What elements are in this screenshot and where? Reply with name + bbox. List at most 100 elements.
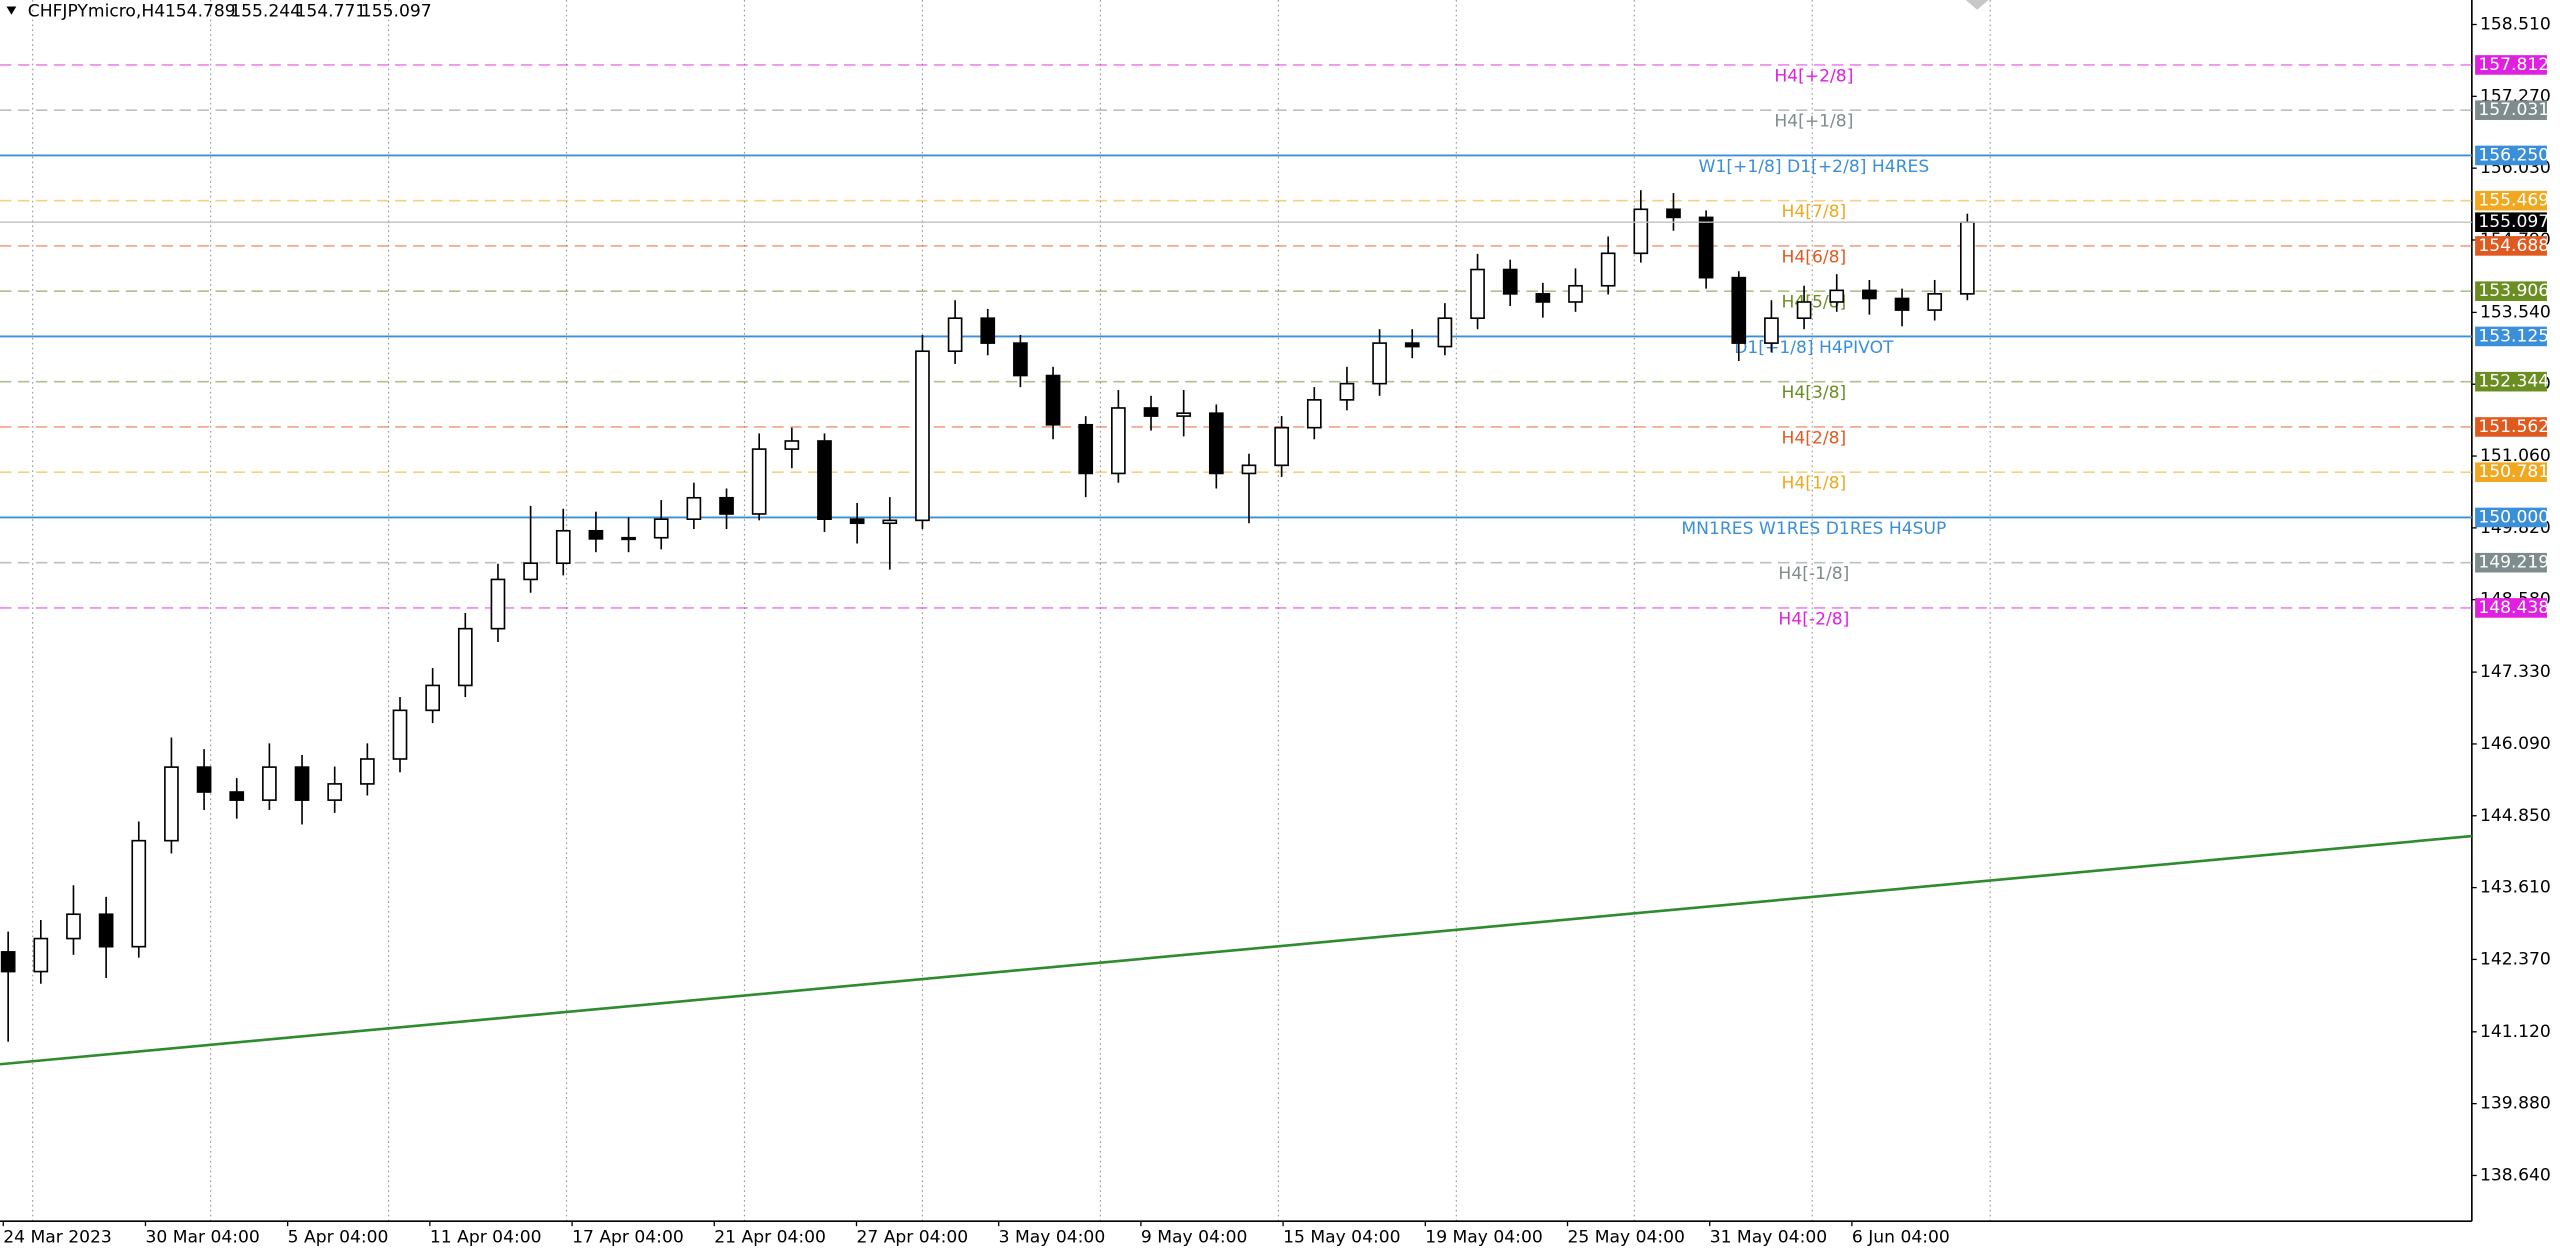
level-label: W1[+1/8] D1[+2/8] H4RES (1699, 157, 1930, 177)
candle-body (490, 578, 506, 630)
candle-body (1731, 276, 1747, 344)
level-tag-label: 156.250 (2478, 145, 2549, 165)
candle-body (719, 496, 734, 515)
level-tag-label: 155.469 (2478, 191, 2549, 211)
candle-body (1143, 407, 1159, 417)
candle-body (1372, 342, 1387, 385)
candle-body (327, 783, 343, 801)
y-tick-label: 158.510 (2480, 15, 2551, 35)
menu-arrow[interactable] (6, 6, 17, 15)
level-tag-label: 150.781 (2478, 462, 2549, 482)
level-tag (2475, 100, 2547, 120)
candle-body (1927, 293, 1943, 311)
candle-body (33, 937, 49, 973)
candle-body (784, 440, 800, 450)
level-tag (2475, 145, 2547, 166)
level-tag (2475, 190, 2547, 211)
candle-body (1404, 342, 1420, 348)
x-tick-label: 5 Apr 04:00 (288, 1228, 389, 1248)
y-tick-label: 144.850 (2480, 806, 2551, 826)
candle-body (1764, 317, 1779, 344)
level-tag-label: 150.000 (2478, 507, 2549, 527)
candle-body (1013, 342, 1028, 377)
candle-body (882, 519, 898, 525)
candle-body (1437, 317, 1453, 348)
candle-body (1339, 382, 1355, 401)
y-tick-label: 146.090 (2480, 734, 2551, 754)
candle-body (0, 951, 16, 973)
x-tick-label: 6 Jun 04:00 (1852, 1228, 1950, 1248)
candle-body (849, 518, 865, 525)
candle-body (653, 518, 669, 539)
candle-body (1208, 412, 1224, 475)
candle-body (588, 529, 604, 540)
y-tick-label: 142.370 (2480, 949, 2551, 969)
candle-body (392, 709, 408, 760)
level-tag-label: 149.219 (2478, 553, 2549, 573)
candle-body (523, 562, 538, 581)
candle-body (1666, 208, 1681, 219)
x-tick-label: 9 May 04:00 (1141, 1228, 1248, 1248)
level-tag (2475, 281, 2547, 301)
level-label: MN1RES W1RES D1RES H4SUP (1681, 519, 1946, 539)
level-tag (2475, 462, 2547, 483)
trendline (0, 834, 2472, 1066)
candle-body (1306, 399, 1322, 429)
y-tick-label: 138.640 (2480, 1165, 2551, 1185)
candle-body (1470, 268, 1485, 320)
candle-body (294, 766, 310, 801)
level-label: H4[3/8] (1782, 383, 1847, 403)
candle-body (1829, 289, 1845, 303)
y-tick-label: 151.060 (2480, 446, 2551, 466)
candle-body (229, 791, 245, 801)
level-tag (2475, 417, 2547, 437)
candle-body (817, 440, 832, 521)
y-tick-label: 153.540 (2480, 302, 2551, 322)
candle-body (915, 350, 930, 522)
level-tag (2475, 598, 2547, 618)
x-tick-label: 25 May 04:00 (1568, 1228, 1685, 1248)
candle-body (66, 913, 81, 940)
candle-body (1045, 374, 1061, 426)
level-tag (2475, 55, 2547, 75)
level-label: D1[+1/8] H4PIVOT (1734, 338, 1894, 358)
x-tick-label: 17 Apr 04:00 (572, 1228, 684, 1248)
candle-body (196, 766, 212, 793)
bar-open: 154.789 (165, 1, 236, 21)
symbol: CHFJPYmicro,H4 (28, 1, 165, 21)
candle-body (360, 758, 375, 785)
candle-body (751, 448, 767, 515)
candle-body (980, 317, 996, 344)
level-tag-label: 157.812 (2478, 55, 2549, 75)
candle-body (457, 627, 473, 687)
level-tag-label: 153.125 (2478, 326, 2549, 346)
candle-body (1568, 284, 1583, 303)
candle-body (555, 529, 571, 565)
x-tick-label: 27 Apr 04:00 (856, 1228, 968, 1248)
level-label: H4[-2/8] (1778, 609, 1849, 629)
candle-body (1274, 426, 1289, 467)
candle-body (1535, 293, 1551, 303)
level-label: H4[+1/8] (1774, 112, 1853, 132)
candle-body (1600, 252, 1616, 287)
current-price-label: 155.097 (2478, 212, 2549, 232)
level-label: H4[7/8] (1782, 202, 1847, 222)
x-tick-label: 31 May 04:00 (1710, 1228, 1827, 1248)
x-tick-label: 24 Mar 2023 (3, 1228, 112, 1248)
level-tag (2475, 552, 2547, 573)
x-tick-label: 3 May 04:00 (999, 1228, 1106, 1248)
candle-body (947, 317, 963, 353)
level-tag-label: 148.438 (2478, 598, 2549, 618)
x-tick-label: 11 Apr 04:00 (430, 1228, 542, 1248)
level-tag (2475, 236, 2547, 256)
candle-body (425, 684, 440, 712)
candle-body (1894, 297, 1910, 311)
candle-body (262, 766, 277, 801)
candle-body (164, 766, 179, 842)
candle-body (686, 496, 702, 521)
x-tick-label: 15 May 04:00 (1283, 1228, 1400, 1248)
candle-body (1078, 423, 1094, 475)
candle-body (1241, 464, 1257, 475)
level-tag (2475, 507, 2547, 528)
